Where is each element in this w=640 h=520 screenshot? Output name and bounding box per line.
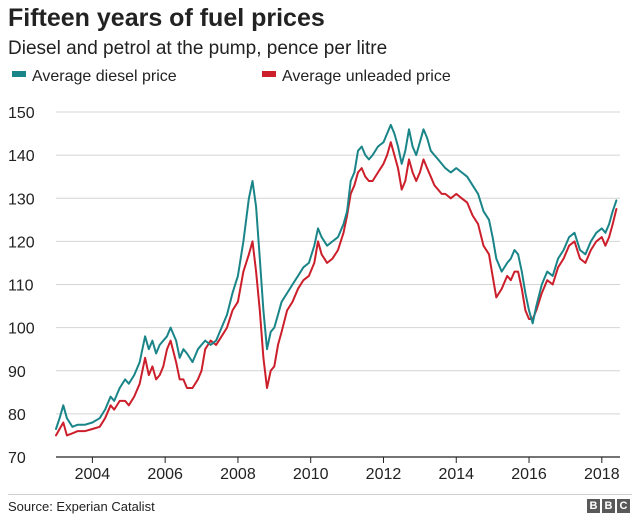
y-tick-label-90: 90 <box>8 364 26 381</box>
y-tick-label-140: 140 <box>8 148 35 165</box>
y-tick-label-70: 70 <box>8 450 26 467</box>
legend-swatch-diesel <box>12 71 26 77</box>
source-note: Source: Experian Catalist <box>8 499 155 514</box>
y-tick-label-150: 150 <box>8 105 35 122</box>
series-line-petrol <box>55 141 618 437</box>
series-line-diesel <box>55 123 618 430</box>
y-tick-label-130: 130 <box>8 191 35 208</box>
legend-swatch-petrol <box>262 71 276 77</box>
legend-label-diesel: Average diesel price <box>32 68 177 85</box>
x-tick-label-2008: 2008 <box>220 466 256 483</box>
y-tick-label-110: 110 <box>8 278 34 295</box>
x-tick-label-2010: 2010 <box>293 466 329 483</box>
legend: Average diesel price Average unleaded pr… <box>12 68 632 90</box>
chart-title: Fifteen years of fuel prices <box>8 4 325 32</box>
x-tick-label-2016: 2016 <box>511 466 547 483</box>
footer-divider <box>8 494 632 495</box>
y-tick-label-80: 80 <box>8 407 26 424</box>
legend-item-diesel: Average diesel price <box>12 68 177 86</box>
x-tick-label-2004: 2004 <box>75 466 111 483</box>
x-tick-label-2012: 2012 <box>366 466 402 483</box>
line-chart: 70 80 90 100 110 120 130 140 150 2004 2006 2008 2010… <box>8 105 620 483</box>
legend-item-petrol: Average unleaded price <box>262 68 451 86</box>
x-tick-label-2018: 2018 <box>584 466 620 483</box>
legend-label-petrol: Average unleaded price <box>282 68 451 85</box>
chart-subtitle: Diesel and petrol at the pump, pence per… <box>8 38 388 59</box>
logo-letter-c: C <box>617 499 630 513</box>
y-tick-label-100: 100 <box>8 321 35 338</box>
logo-letter-b2: B <box>602 499 615 513</box>
y-tick-label-120: 120 <box>8 234 35 251</box>
x-tick-label-2006: 2006 <box>147 466 183 483</box>
bbc-logo: B B C <box>587 499 630 513</box>
logo-letter-b1: B <box>587 499 600 513</box>
x-tick-label-2014: 2014 <box>438 466 474 483</box>
